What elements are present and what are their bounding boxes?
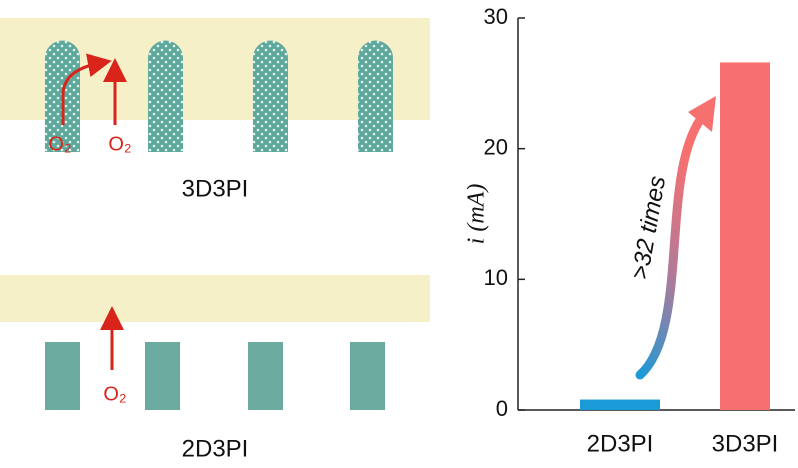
label-3d: 3D3PI — [182, 175, 249, 202]
y-axis-label: i (mA) — [464, 184, 490, 245]
y-tick-label: 20 — [484, 134, 508, 159]
y-tick-label: 0 — [496, 396, 508, 421]
bar — [580, 399, 660, 410]
label-2d: 2D3PI — [182, 435, 249, 462]
o2-label: O₂ — [48, 133, 71, 155]
x-tick-label: 2D3PI — [587, 430, 654, 457]
schematic-3d: O₂ O₂ 3D3PI — [0, 18, 430, 202]
arrow-head — [688, 96, 716, 132]
o2-label: O₂ — [103, 383, 126, 405]
x-tick-label: 3D3PI — [712, 430, 779, 457]
o2-label: O₂ — [108, 133, 131, 155]
bar — [720, 62, 770, 410]
trend-arrow — [635, 115, 705, 380]
schematic-2d: O₂ 2D3PI — [0, 275, 430, 462]
y-tick-label: 10 — [484, 265, 508, 290]
annotation: >32 times — [626, 174, 671, 282]
y-tick-label: 30 — [484, 4, 508, 29]
